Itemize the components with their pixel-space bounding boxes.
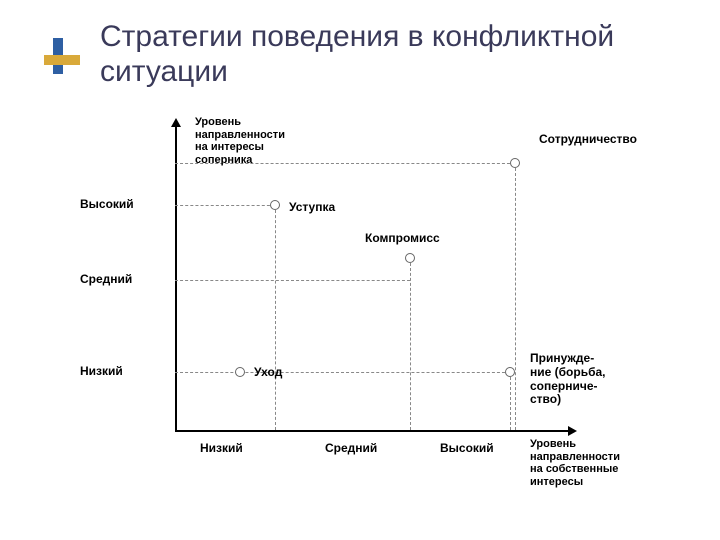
point-ustupka — [270, 200, 280, 210]
y-tick-label-0: Высокий — [80, 198, 165, 212]
dash-horizontal-1 — [175, 280, 410, 281]
point-prinuzhdenie — [505, 367, 515, 377]
point-label-sotrudnichestvo: Сотрудничество — [539, 133, 637, 147]
point-kompromiss — [405, 253, 415, 263]
dash-vertical-2 — [510, 372, 511, 430]
dash-horizontal-2 — [175, 372, 510, 373]
dash-horizontal-0 — [175, 205, 275, 206]
y-tick-label-1: Средний — [80, 273, 165, 287]
point-label-prinuzhdenie: Принужде- ние (борьба, соперниче- ство) — [530, 352, 606, 407]
x-axis — [175, 430, 570, 432]
title-bullet-icon — [44, 38, 80, 74]
y-axis-title: Уровень направленности на интересы сопер… — [195, 116, 285, 167]
slide-title: Стратегии поведения в конфликтной ситуац… — [100, 20, 720, 89]
point-label-uhod: Уход — [254, 366, 282, 380]
x-tick-label-1: Средний — [325, 442, 377, 456]
point-uhod — [235, 367, 245, 377]
strategy-chart: Уступка Сотрудничество Компромисс Уход Прину… — [80, 130, 660, 490]
x-tick-label-2: Высокий — [440, 442, 494, 456]
dash-vertical-0 — [275, 205, 276, 430]
y-axis-arrow-icon — [171, 118, 181, 127]
dash-vertical-3 — [515, 163, 516, 430]
dash-vertical-1 — [410, 258, 411, 430]
x-axis-arrow-icon — [568, 426, 577, 436]
slide-title-block: Стратегии поведения в конфликтной ситуац… — [100, 20, 720, 89]
y-axis — [175, 120, 177, 430]
point-sotrudnichestvo — [510, 158, 520, 168]
point-label-ustupka: Уступка — [289, 201, 335, 215]
x-axis-title: Уровень направленности на собственные ин… — [530, 438, 620, 489]
x-tick-label-0: Низкий — [200, 442, 243, 456]
y-tick-label-2: Низкий — [80, 365, 165, 379]
accent-horizontal — [44, 55, 80, 65]
slide-container: { "title": { "text": "Стратегии поведени… — [0, 0, 720, 540]
point-label-kompromiss: Компромисс — [365, 232, 440, 246]
